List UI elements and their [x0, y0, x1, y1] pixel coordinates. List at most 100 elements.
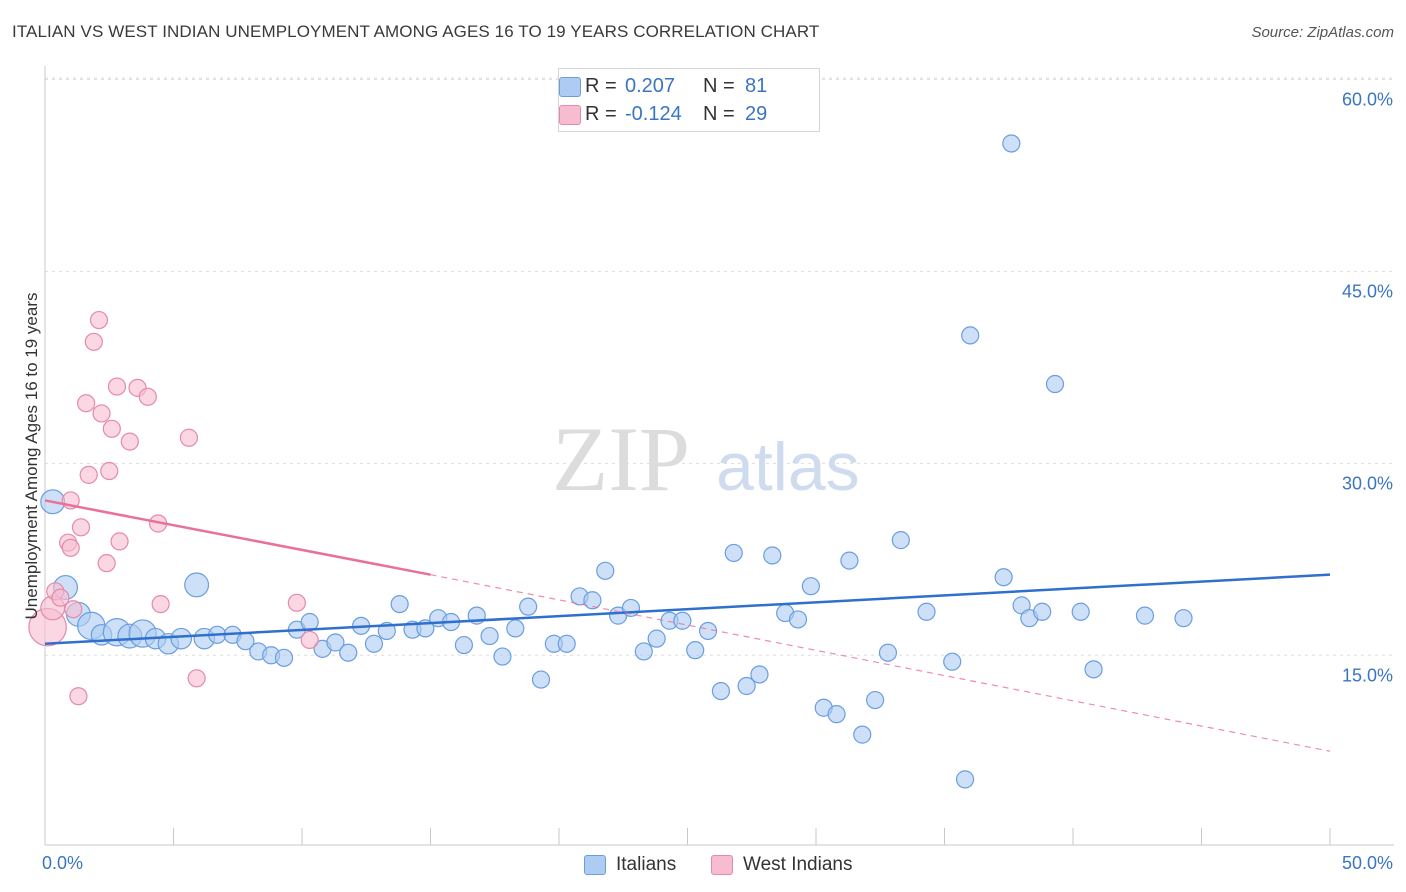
west-indians-point: [84, 332, 103, 351]
italians-point: [364, 634, 384, 653]
west-indians-point: [120, 432, 139, 451]
italians-point: [531, 670, 551, 689]
italians-point: [673, 611, 692, 630]
west-indians-point: [179, 428, 199, 447]
italians-point: [506, 619, 525, 638]
y-axis-label: Unemployment Among Ages 16 to 19 years: [22, 293, 41, 620]
italians-point: [647, 629, 666, 648]
italians-point: [711, 682, 731, 701]
n-label: N =: [703, 102, 735, 125]
italians-point: [480, 626, 499, 646]
west-indians-trend-line: [44, 499, 431, 576]
west-indians-swatch: [559, 105, 581, 125]
watermark-atlas: atlas: [716, 429, 860, 505]
stats-row-west-indians: R = -0.124 N = 29: [559, 101, 768, 127]
r-label: R =: [585, 102, 617, 125]
r-label: R =: [585, 74, 617, 97]
chart-title: ITALIAN VS WEST INDIAN UNEMPLOYMENT AMON…: [12, 22, 820, 41]
italians-point: [519, 597, 538, 616]
italians-point: [878, 643, 898, 662]
legend-label-italians: Italians: [616, 854, 677, 875]
tick-labels: 15.0% 30.0% 45.0% 60.0% 0.0% 50.0%: [42, 90, 1393, 874]
stats-legend-box: R = 0.207 N = 81 R = -0.124 N = 29: [558, 68, 820, 132]
data-points: [28, 134, 1193, 789]
italians-point: [557, 634, 576, 653]
italians-point: [1174, 609, 1193, 628]
west-indians-point: [287, 593, 306, 612]
west-indians-trend-extension: [430, 574, 1331, 752]
italians-point: [1071, 602, 1090, 621]
west-indians-point: [51, 588, 70, 607]
italians-point: [801, 577, 820, 596]
italians-legend-swatch: [584, 855, 606, 875]
n-value: 81: [745, 74, 768, 97]
italians-point: [724, 543, 743, 563]
italians-point: [1135, 606, 1155, 625]
italians-point: [596, 561, 615, 580]
italians-point: [827, 705, 846, 724]
chart-source: Source: ZipAtlas.com: [1251, 24, 1394, 41]
trend-lines: [44, 499, 1331, 752]
legend-label-west-indians: West Indians: [743, 854, 853, 875]
y-tick-label: 45.0%: [1342, 281, 1393, 301]
italians-point: [326, 633, 345, 652]
west-indians-point: [100, 461, 119, 481]
italians-point: [634, 642, 653, 661]
west-indians-point: [77, 394, 96, 413]
west-indians-legend-swatch: [711, 855, 733, 875]
west-indians-point: [151, 594, 170, 614]
italians-point: [917, 602, 936, 621]
italians-point: [1084, 660, 1103, 679]
italians-point: [943, 652, 962, 671]
italians-point: [763, 546, 782, 565]
west-indians-point: [187, 669, 206, 688]
italians-point: [454, 635, 474, 655]
italians-point: [170, 627, 193, 650]
west-indians-point: [79, 465, 98, 484]
stats-row-italians: R = 0.207 N = 81: [559, 73, 768, 99]
italians-point: [737, 676, 756, 696]
italians-point: [339, 643, 358, 662]
italians-point: [686, 641, 705, 660]
italians-point: [961, 326, 980, 345]
italians-point: [994, 568, 1013, 587]
west-indians-point: [138, 387, 157, 406]
legend-item-west-indians: West Indians: [711, 852, 852, 878]
n-value: 29: [745, 102, 768, 125]
legend-item-italians: Italians: [584, 852, 676, 878]
west-indians-point: [300, 630, 319, 650]
italians-point: [955, 770, 975, 789]
x-tick-label: 50.0%: [1342, 853, 1393, 873]
italians-point: [493, 647, 512, 666]
italians-point: [891, 531, 910, 550]
italians-point: [853, 725, 872, 744]
west-indians-point: [97, 554, 116, 573]
italians-point: [698, 621, 718, 641]
x-tick-label: 0.0%: [42, 853, 83, 873]
west-indians-point: [102, 419, 121, 438]
west-indians-point: [92, 404, 111, 423]
west-indians-point: [69, 687, 88, 706]
italians-point: [184, 572, 210, 598]
west-indians-point: [107, 377, 127, 396]
west-indians-point: [89, 310, 109, 330]
italians-point: [583, 591, 602, 610]
west-indians-point: [110, 532, 129, 551]
italians-point: [621, 598, 641, 618]
y-tick-label: 30.0%: [1342, 473, 1393, 493]
italians-point: [788, 610, 808, 629]
west-indians-point: [64, 600, 83, 619]
italians-swatch: [559, 77, 581, 97]
italians-point: [1045, 374, 1065, 394]
italians-point: [840, 551, 859, 570]
watermark: ZIP atlas: [552, 408, 860, 510]
grid-lines: [45, 77, 1394, 656]
italians-trend-line: [44, 573, 1331, 646]
italians-point: [1002, 134, 1021, 153]
italians-point: [866, 690, 885, 710]
west-indians-point: [61, 538, 80, 557]
axes: [44, 66, 1394, 846]
y-tick-label: 15.0%: [1342, 665, 1393, 685]
italians-point: [750, 665, 769, 684]
